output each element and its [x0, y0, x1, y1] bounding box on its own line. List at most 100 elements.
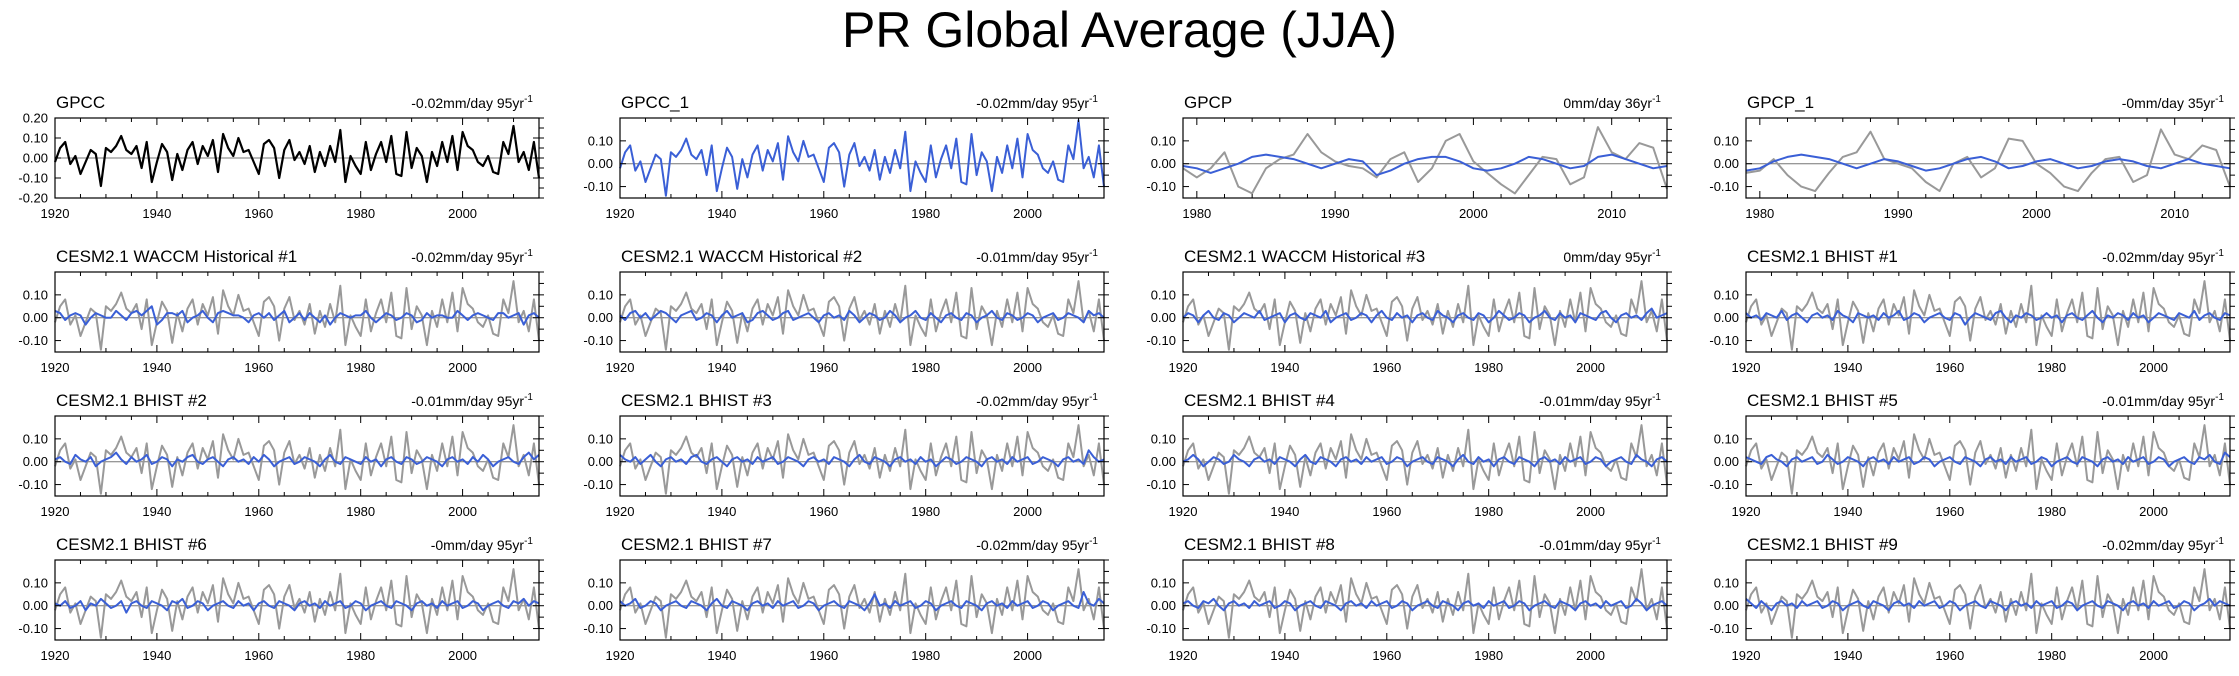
series-line-model: [1745, 153, 2231, 172]
panel-title: CESM2.1 BHIST #9: [1747, 535, 1898, 554]
trend-value: -0.01mm/day 95yr: [1539, 537, 1652, 553]
x-tick-label: 2000: [2139, 360, 2168, 375]
trend-label: -0mm/day 35yr-1: [2122, 94, 2225, 111]
trend-label: -0.01mm/day 95yr-1: [1539, 536, 1661, 553]
y-tick-label: 0.00: [588, 598, 613, 613]
x-tick-label: 1920: [1169, 648, 1198, 663]
trend-exponent: -1: [2215, 392, 2224, 403]
x-tick-label: 1980: [1474, 504, 1503, 519]
y-tick-label: 0.10: [588, 287, 613, 302]
trend-value: -0.01mm/day 95yr: [976, 249, 1089, 265]
x-tick-label: 2000: [1576, 648, 1605, 663]
plot-frame: [1182, 415, 1668, 497]
trend-label: -0mm/day 95yr-1: [431, 536, 534, 553]
panel: CESM2.1 BHIST #4 -0.01mm/day 95yr-1 1920 19…: [1146, 391, 1672, 519]
y-tick-label: -0.10: [18, 621, 48, 636]
y-tick-label: -0.10: [18, 477, 48, 492]
trend-value: 0mm/day 95yr: [1563, 249, 1652, 265]
trend-value: -0.01mm/day 95yr: [1539, 393, 1652, 409]
y-tick-label: -0.10: [1146, 621, 1176, 636]
plot-frame: [619, 415, 1105, 497]
panel: CESM2.1 WACCM Historical #2 -0.01mm/day 9…: [583, 247, 1109, 375]
trend-exponent: -1: [1089, 248, 1098, 259]
trend-value: -0.02mm/day 95yr: [976, 537, 1089, 553]
panel: CESM2.1 BHIST #1 -0.02mm/day 95yr-1 1920 19…: [1709, 247, 2235, 375]
x-tick-label: 1920: [606, 360, 635, 375]
x-tick-label: 1990: [1884, 206, 1913, 221]
y-tick-label: -0.10: [1146, 333, 1176, 348]
x-tick-label: 1940: [707, 360, 736, 375]
trend-label: -0.02mm/day 95yr-1: [411, 248, 533, 265]
y-tick-label: 0.00: [1151, 454, 1176, 469]
x-tick-label: 2000: [1013, 360, 1042, 375]
trend-value: -0.02mm/day 95yr: [2102, 249, 2215, 265]
x-tick-label: 1980: [2037, 504, 2066, 519]
trend-value: -0mm/day 35yr: [2122, 95, 2216, 111]
series-line-reference: [619, 280, 1105, 351]
panel-title: CESM2.1 BHIST #7: [621, 535, 772, 554]
y-tick-label: -0.10: [1709, 333, 1739, 348]
y-tick-label: 0.00: [23, 310, 48, 325]
series-line-reference: [1745, 128, 2231, 193]
x-tick-label: 2000: [1013, 504, 1042, 519]
x-tick-label: 1940: [1833, 360, 1862, 375]
series-line-model: [1745, 451, 2231, 468]
plot-frame: [1745, 117, 2231, 199]
trend-value: -0.01mm/day 95yr: [2102, 393, 2215, 409]
y-tick-label: 0.00: [23, 151, 48, 166]
x-tick-label: 1940: [142, 206, 171, 221]
trend-exponent: -1: [1652, 392, 1661, 403]
panel: CESM2.1 BHIST #7 -0.02mm/day 95yr-1 1920 19…: [583, 535, 1109, 663]
x-tick-label: 1940: [707, 648, 736, 663]
panel: GPCP_1 -0mm/day 35yr-1 1980 1990 2000 2010 0.1…: [1709, 93, 2235, 221]
series-line-model: [1182, 307, 1668, 324]
x-tick-label: 1940: [142, 504, 171, 519]
x-tick-label: 1920: [1732, 360, 1761, 375]
trend-exponent: -1: [1089, 536, 1098, 547]
trend-exponent: -1: [1652, 536, 1661, 547]
panel: CESM2.1 BHIST #2 -0.01mm/day 95yr-1 1920 19…: [18, 391, 544, 519]
y-tick-label: 0.10: [23, 131, 48, 146]
x-tick-label: 1960: [1372, 648, 1401, 663]
y-tick-label: 0.10: [23, 575, 48, 590]
x-tick-label: 1980: [346, 648, 375, 663]
x-tick-label: 1980: [1182, 206, 1211, 221]
plot-frame: [619, 559, 1105, 641]
x-tick-label: 1980: [2037, 360, 2066, 375]
x-tick-label: 1920: [41, 206, 70, 221]
panel-title: CESM2.1 WACCM Historical #1: [56, 247, 297, 266]
trend-value: -0.02mm/day 95yr: [411, 95, 524, 111]
panel-title: GPCP: [1184, 93, 1232, 112]
y-tick-label: 0.10: [1714, 133, 1739, 148]
series-line-model: [1745, 309, 2231, 326]
y-tick-label: 0.10: [1714, 575, 1739, 590]
trend-label: -0.02mm/day 95yr-1: [976, 392, 1098, 409]
y-tick-label: 0.00: [23, 598, 48, 613]
trend-exponent: -1: [524, 392, 533, 403]
panel: CESM2.1 BHIST #3 -0.02mm/day 95yr-1 1920 19…: [583, 391, 1109, 519]
y-tick-label: 0.20: [23, 111, 48, 126]
y-tick-label: 0.00: [1151, 156, 1176, 171]
y-tick-label: 0.00: [23, 454, 48, 469]
y-tick-label: -0.10: [1709, 477, 1739, 492]
x-tick-label: 1960: [809, 360, 838, 375]
y-tick-label: 0.00: [1714, 598, 1739, 613]
panel: CESM2.1 BHIST #8 -0.01mm/day 95yr-1 1920 19…: [1146, 535, 1672, 663]
x-tick-label: 1980: [346, 360, 375, 375]
series-line-model: [1182, 453, 1668, 468]
panel: CESM2.1 BHIST #5 -0.01mm/day 95yr-1 1920 19…: [1709, 391, 2235, 519]
x-tick-label: 2000: [1459, 206, 1488, 221]
y-tick-label: 0.00: [1151, 598, 1176, 613]
x-tick-label: 2000: [448, 360, 477, 375]
x-tick-label: 1940: [1270, 504, 1299, 519]
x-tick-label: 2000: [448, 206, 477, 221]
trend-value: -0.02mm/day 95yr: [2102, 537, 2215, 553]
plot-frame: [54, 559, 540, 641]
x-tick-label: 1980: [346, 206, 375, 221]
panel-title: CESM2.1 BHIST #1: [1747, 247, 1898, 266]
x-tick-label: 1940: [142, 360, 171, 375]
panel-title: GPCP_1: [1747, 93, 1814, 112]
series-line-model: [619, 119, 1105, 197]
panel: CESM2.1 WACCM Historical #1 -0.02mm/day 9…: [18, 247, 544, 375]
panel-title: CESM2.1 WACCM Historical #3: [1184, 247, 1425, 266]
